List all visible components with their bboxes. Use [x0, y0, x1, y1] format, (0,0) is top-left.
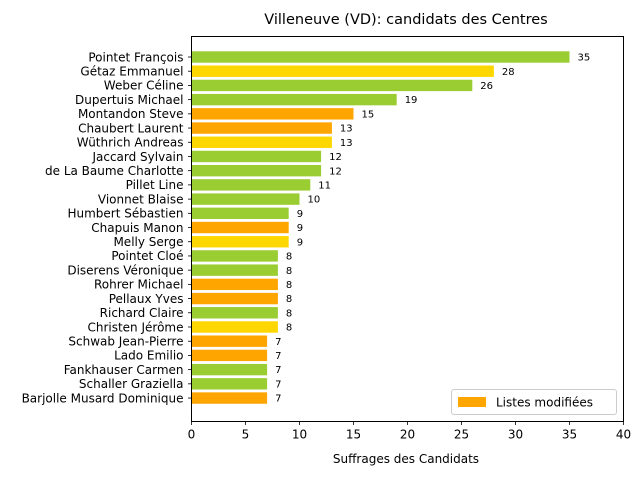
bar: [191, 307, 278, 319]
x-tick-label: 35: [562, 428, 577, 442]
x-tick-label: 10: [292, 428, 307, 442]
bar: [191, 136, 332, 148]
y-tick-label: Fankhauser Carmen: [64, 363, 184, 377]
bar: [191, 363, 268, 376]
y-tick-label: de La Baume Charlotte: [45, 164, 184, 178]
y-tick-label: Christen Jérôme: [87, 320, 183, 334]
bar: [191, 179, 311, 191]
data-label: 12: [329, 166, 342, 177]
y-tick-label: Richard Claire: [100, 306, 184, 320]
y-tick-label: Rohrer Michael: [94, 278, 184, 292]
y-tick-label: Lado Emilio: [114, 349, 183, 363]
data-label: 28: [502, 67, 515, 78]
data-label: 13: [340, 138, 353, 149]
data-label: 8: [286, 266, 292, 277]
bar: [191, 221, 289, 234]
data-label: 9: [297, 237, 303, 248]
y-tick-label: Vionnet Blaise: [98, 192, 184, 206]
bar: [191, 164, 322, 177]
data-label: 8: [286, 323, 292, 334]
bars-layer: [191, 51, 570, 404]
data-label: 8: [286, 308, 292, 319]
y-tick-label: Gétaz Emmanuel: [80, 65, 183, 79]
plot-frame: [191, 36, 624, 422]
y-tick-label: Pointet Cloé: [111, 249, 183, 263]
data-label: 35: [578, 53, 591, 64]
bar: [191, 278, 278, 291]
data-label: 8: [286, 252, 292, 263]
y-tick-label: Chapuis Manon: [91, 221, 183, 235]
y-tick-label: Pellaux Yves: [109, 292, 184, 306]
y-tick-label: Diserens Véronique: [67, 263, 183, 277]
y-tick-label: Humbert Sébastien: [67, 207, 183, 221]
bar: [191, 264, 278, 276]
data-label: 7: [275, 337, 281, 348]
x-tick-label: 0: [188, 428, 196, 442]
legend-box: [451, 389, 617, 415]
data-label: 11: [318, 180, 331, 191]
y-tick-label: Schaller Graziella: [79, 377, 184, 391]
data-label: 7: [275, 379, 281, 390]
y-tick-label: Montandon Steve: [78, 107, 184, 121]
bar: [191, 335, 268, 347]
x-tick-label: 15: [346, 428, 361, 442]
bar: [191, 349, 268, 362]
y-tick-label: Schwab Jean-Pierre: [68, 335, 183, 349]
data-label: 12: [329, 152, 342, 163]
x-tick-label: 30: [508, 428, 523, 442]
data-label: 9: [297, 209, 303, 220]
bar: [191, 65, 494, 77]
bar: [191, 193, 300, 205]
bar: [191, 51, 570, 63]
x-axis-label: Suffrages des Candidats: [333, 452, 479, 466]
bar: [191, 93, 397, 106]
legend-swatch: [458, 397, 486, 407]
y-tick-label: Pointet François: [88, 50, 183, 64]
bar: [191, 108, 354, 120]
legend: Listes modifiées: [451, 389, 617, 415]
y-tick-label: Weber Céline: [104, 79, 184, 93]
chart-title: Villeneuve (VD): candidats des Centres: [264, 12, 547, 28]
data-label: 26: [480, 81, 493, 92]
data-label: 7: [275, 365, 281, 376]
bar: [191, 392, 268, 404]
bar: [191, 79, 473, 92]
y-tick-label: Chaubert Laurent: [78, 121, 184, 135]
data-label: 9: [297, 223, 303, 234]
data-label: 8: [286, 294, 292, 305]
bar: [191, 122, 332, 134]
bar: [191, 250, 278, 262]
y-tick-label: Pillet Line: [126, 178, 184, 192]
y-tick-label: Wüthrich Andreas: [77, 136, 184, 150]
bar: [191, 236, 289, 248]
bar: [191, 378, 268, 390]
x-tick-label: 20: [400, 428, 415, 442]
y-tick-label: Barjolle Musard Dominique: [22, 391, 184, 405]
data-label: 10: [308, 195, 321, 206]
data-label: 13: [340, 124, 353, 135]
x-tick-label: 25: [454, 428, 469, 442]
bar: [191, 292, 278, 305]
data-label: 19: [405, 95, 418, 106]
bar: [191, 207, 289, 220]
data-label: 8: [286, 280, 292, 291]
bar: [191, 321, 278, 333]
y-tick-label: Jaccard Sylvain: [91, 150, 183, 164]
y-tick-label: Dupertuis Michael: [75, 93, 183, 107]
data-label: 7: [275, 394, 281, 405]
data-label: 7: [275, 351, 281, 362]
bar: [191, 150, 322, 163]
y-tick-label: Melly Serge: [113, 235, 183, 249]
x-tick-label: 40: [616, 428, 631, 442]
x-tick-label: 5: [242, 428, 250, 442]
x-axis: 0 5 10 15 20 25 30 35 40: [188, 421, 631, 442]
legend-label: Listes modifiées: [496, 396, 593, 410]
data-label: 15: [362, 109, 375, 120]
